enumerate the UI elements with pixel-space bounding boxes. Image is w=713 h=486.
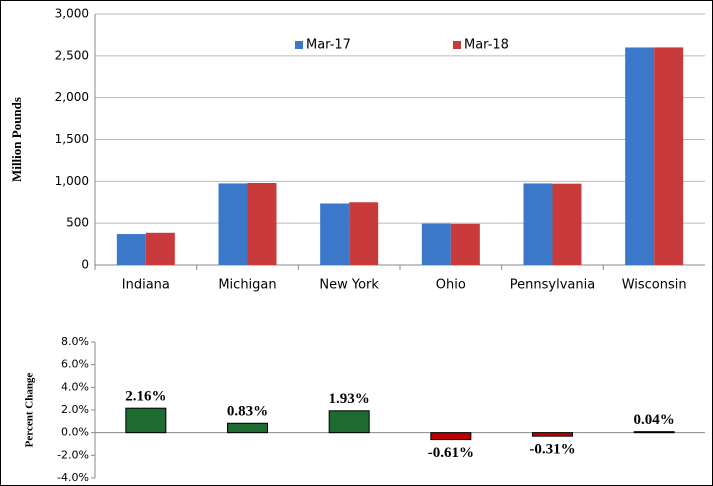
value-label: -0.61% bbox=[428, 445, 474, 461]
y-tick-label: -4.0% bbox=[57, 471, 89, 484]
value-label: 0.83% bbox=[227, 404, 268, 420]
y-tick-label: 0 bbox=[81, 258, 89, 272]
y-tick-label: -2.0% bbox=[57, 448, 89, 461]
y-axis-label: Million Pounds bbox=[9, 97, 24, 182]
y-tick-label: 3,000 bbox=[55, 7, 89, 21]
bar bbox=[421, 223, 451, 265]
bar bbox=[218, 183, 248, 265]
value-label: 2.16% bbox=[125, 389, 166, 405]
y-tick-label: 1,500 bbox=[55, 132, 89, 146]
bar bbox=[349, 202, 379, 265]
bar bbox=[320, 203, 350, 265]
bar bbox=[523, 183, 553, 265]
y-tick-label: 2,500 bbox=[55, 48, 89, 62]
bar bbox=[328, 410, 370, 434]
bar bbox=[116, 234, 146, 265]
value-label: 0.04% bbox=[634, 412, 675, 428]
value-label: -0.31% bbox=[529, 442, 575, 458]
bar bbox=[532, 432, 573, 437]
x-tick-label: Michigan bbox=[218, 278, 276, 293]
y-axis-label: Percent Change bbox=[24, 373, 36, 448]
x-tick-label: Ohio bbox=[436, 278, 466, 293]
bar bbox=[633, 431, 675, 434]
legend-swatch bbox=[453, 41, 461, 49]
bar bbox=[247, 183, 277, 265]
x-tick-label: New York bbox=[319, 278, 379, 293]
x-tick-label: Indiana bbox=[122, 278, 170, 293]
y-tick-label: 2.0% bbox=[61, 403, 89, 416]
y-tick-label: 0.0% bbox=[61, 426, 89, 439]
bar bbox=[430, 432, 472, 441]
y-tick-label: 4.0% bbox=[61, 380, 89, 393]
y-tick-label: 2,000 bbox=[55, 90, 89, 104]
bar bbox=[450, 223, 480, 265]
bar bbox=[145, 232, 175, 265]
legend-label: Mar-17 bbox=[306, 38, 351, 53]
value-label: 1.93% bbox=[329, 391, 370, 407]
bar bbox=[654, 47, 684, 266]
x-tick-label: Pennsylvania bbox=[510, 278, 595, 293]
y-tick-label: 500 bbox=[66, 216, 89, 230]
legend-label: Mar-18 bbox=[464, 38, 509, 53]
bar bbox=[125, 407, 167, 434]
legend-swatch bbox=[295, 41, 303, 49]
bar bbox=[552, 183, 582, 265]
y-tick-label: 6.0% bbox=[61, 358, 89, 371]
x-tick-label: Wisconsin bbox=[622, 278, 687, 293]
bar bbox=[227, 422, 268, 434]
y-tick-label: 8.0% bbox=[61, 335, 89, 348]
y-tick-label: 1,000 bbox=[55, 174, 89, 188]
bar bbox=[625, 47, 655, 265]
